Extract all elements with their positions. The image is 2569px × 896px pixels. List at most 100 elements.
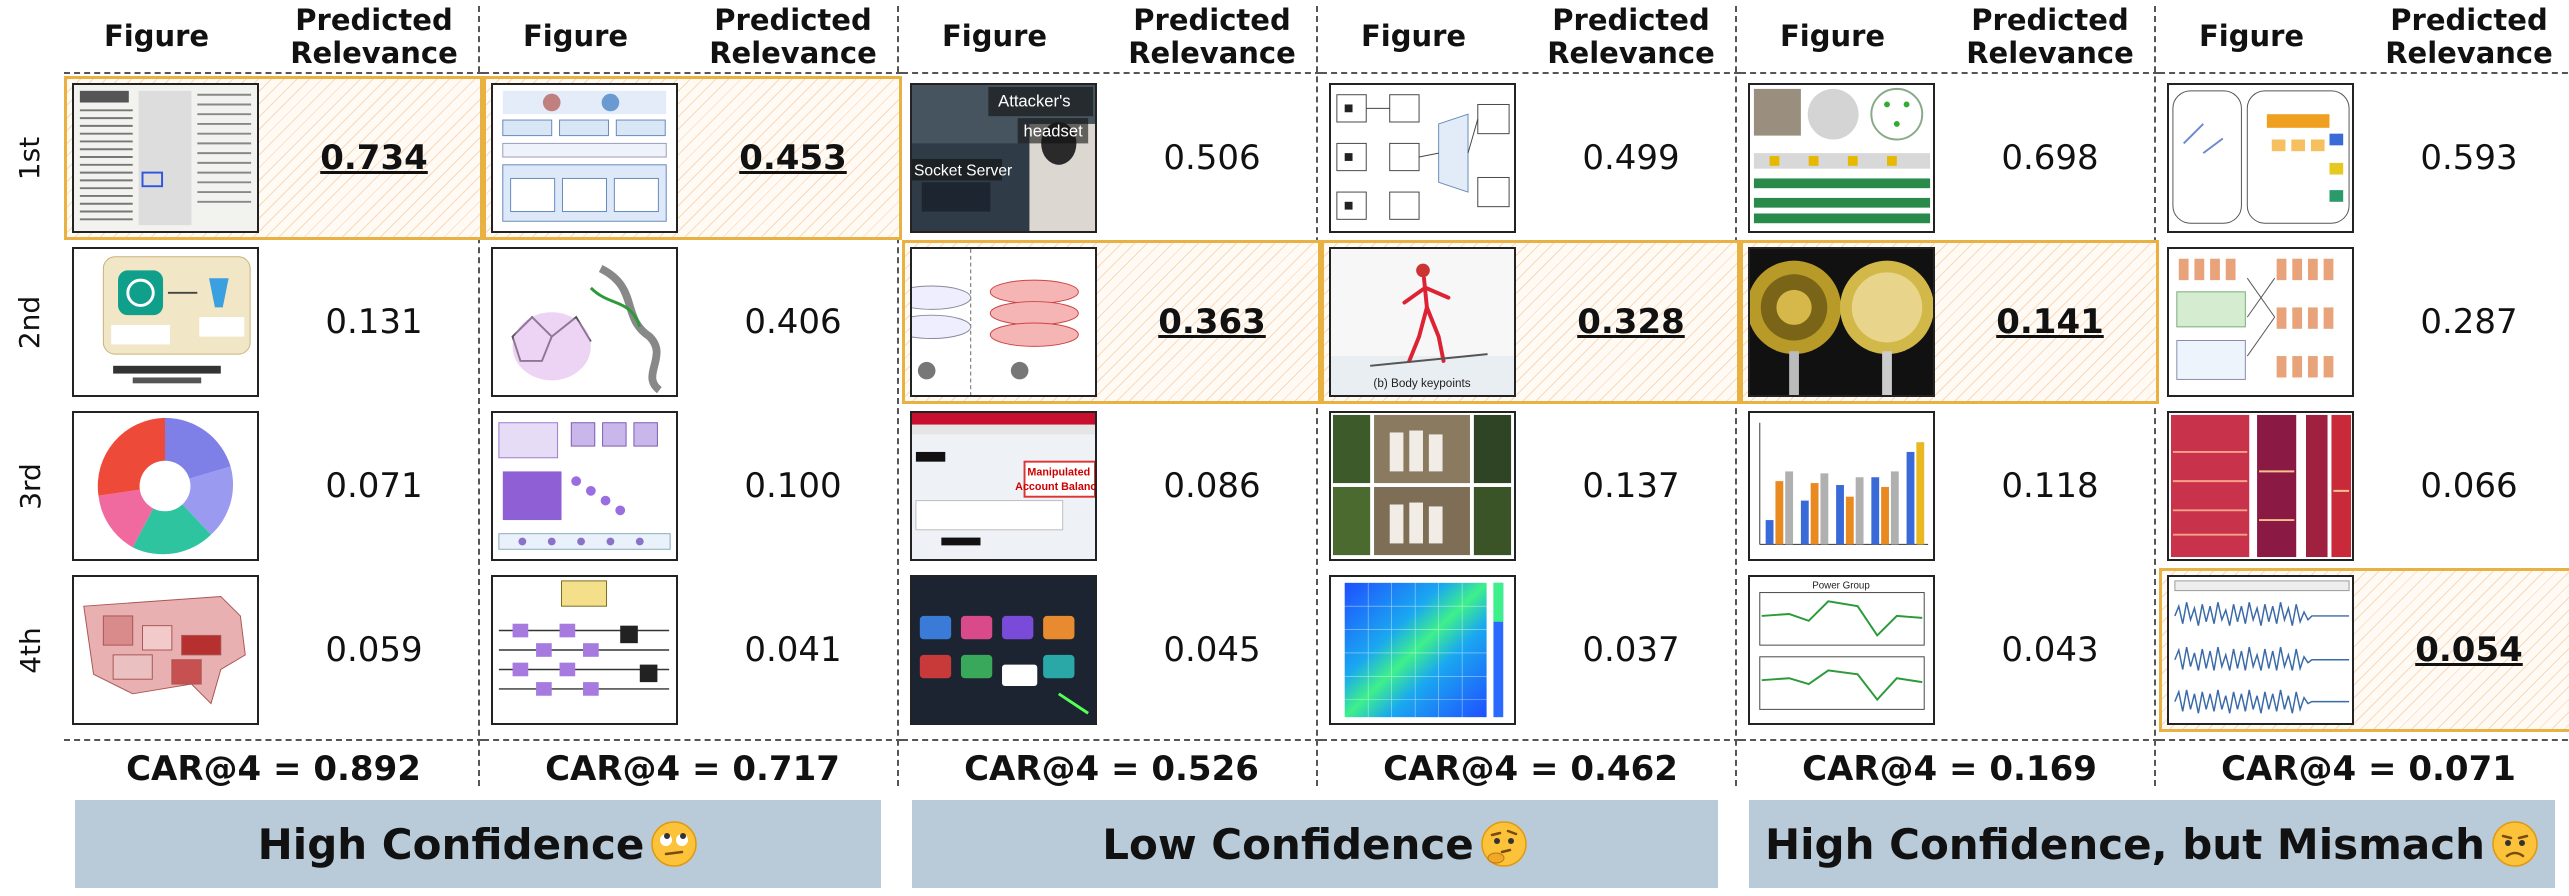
banner-label: High Confidence, but Mismach — [1764, 819, 2485, 869]
thumb-skier-keypoints: (b) Body keypoints — [1329, 247, 1516, 397]
banner-label: High Confidence — [257, 819, 645, 869]
car-score: CAR@4 = 0.526 — [964, 749, 1259, 789]
relevance-score: 0.698 — [2001, 138, 2099, 178]
relevance-score: 0.137 — [1582, 466, 1680, 506]
relevance-score: 0.043 — [2001, 630, 2099, 670]
panel-3: Figure Predicted Relevance Attacker's he… — [902, 0, 1321, 790]
relevance-score: 0.131 — [325, 302, 423, 342]
figure-header: Figure — [522, 19, 629, 53]
thumb-device-photos — [1748, 83, 1935, 233]
figure-header: Figure — [103, 19, 210, 53]
car-score: CAR@4 = 0.462 — [1383, 749, 1678, 789]
footer-rule — [902, 739, 1321, 741]
header-rule — [2159, 72, 2569, 74]
thumb-bar-chart — [1748, 411, 1935, 561]
figure-header: Figure — [1360, 19, 1467, 53]
footer-rule — [1321, 739, 1740, 741]
header-rule — [902, 72, 1321, 74]
panel-5: Figure Predicted Relevance 0.698 0.141 — [1740, 0, 2159, 790]
thumb-tv-menu — [910, 575, 1097, 725]
banner-low-confidence: Low Confidence — [912, 800, 1718, 888]
thumb-label: (b) Body keypoints — [1373, 377, 1470, 390]
thumb-vr-photo: Attacker's headset Socket Server — [910, 83, 1097, 233]
thumb-grid-architecture — [2167, 247, 2354, 397]
rank-label-1st: 1st — [13, 136, 47, 180]
thumb-vr-layers — [910, 247, 1097, 397]
header-rule — [64, 72, 483, 74]
relevance-score: 0.037 — [1582, 630, 1680, 670]
banner-high-confidence: High Confidence — [75, 800, 881, 888]
relevance-header: Predicted Relevance — [709, 3, 877, 70]
header-rule — [1740, 72, 2159, 74]
car-score: CAR@4 = 0.071 — [2221, 749, 2516, 789]
relevance-score: 0.141 — [1996, 302, 2104, 342]
panel-6: Figure Predicted Relevance 0.593 — [2159, 0, 2569, 790]
banner-label: Low Confidence — [1102, 819, 1474, 869]
footer-rule — [483, 739, 902, 741]
relevance-score: 0.054 — [2415, 630, 2523, 670]
column-divider — [478, 6, 480, 786]
header-rule — [1321, 72, 1740, 74]
relevance-score: 0.118 — [2001, 466, 2099, 506]
relevance-header: Predicted Relevance — [1966, 3, 2134, 70]
thumb-label: headset — [1024, 122, 1084, 141]
rank-label-3rd: 3rd — [13, 462, 47, 510]
confused-emoji-icon — [2492, 821, 2538, 867]
relevance-score: 0.453 — [739, 138, 847, 178]
relevance-score: 0.071 — [325, 466, 423, 506]
relevance-score: 0.066 — [2420, 466, 2518, 506]
relevance-score: 0.593 — [2420, 138, 2518, 178]
thumb-sunburst — [72, 411, 259, 561]
thumb-label: Manipulated — [1027, 466, 1090, 478]
relevance-score: 0.499 — [1582, 138, 1680, 178]
relevance-header: Predicted Relevance — [290, 3, 458, 70]
panel-1: Figure Predicted Relevance 0.734 — [64, 0, 483, 790]
rank-label-2nd: 2nd — [13, 295, 47, 349]
thumb-bank-webpage: Manipulated Account Balance — [910, 411, 1097, 561]
figure-header: Figure — [1779, 19, 1886, 53]
rank-label-4th: 4th — [13, 626, 47, 674]
relevance-score: 0.734 — [320, 138, 428, 178]
panel-4: Figure Predicted Relevance 0.499 — [1321, 0, 1740, 790]
relevance-score: 0.506 — [1163, 138, 1261, 178]
relevance-score: 0.363 — [1158, 302, 1266, 342]
thumb-line-plots: Power Group — [1748, 575, 1935, 725]
thumb-waveforms — [2167, 575, 2354, 725]
relevance-score: 0.059 — [325, 630, 423, 670]
car-score: CAR@4 = 0.892 — [126, 749, 421, 789]
relevance-score: 0.328 — [1577, 302, 1685, 342]
relevance-header: Predicted Relevance — [1547, 3, 1715, 70]
car-score: CAR@4 = 0.169 — [1802, 749, 2097, 789]
panel-2: Figure Predicted Relevance 0.453 0. — [483, 0, 902, 790]
relevance-score: 0.086 — [1163, 466, 1261, 506]
thumb-model-diagram — [491, 83, 678, 233]
rolling-eyes-emoji-icon — [651, 821, 698, 867]
thumb-us-map — [72, 575, 259, 725]
footer-rule — [64, 739, 483, 741]
relevance-score: 0.406 — [744, 302, 842, 342]
thumb-label: Account Balance — [1015, 481, 1095, 493]
thumb-label: Socket Server — [914, 163, 1012, 180]
banner-mismatch: High Confidence, but Mismach — [1749, 800, 2555, 888]
thumb-newspaper — [72, 83, 259, 233]
thinking-emoji-icon — [1481, 821, 1527, 867]
figure-header: Figure — [941, 19, 1048, 53]
relevance-header: Predicted Relevance — [1128, 3, 1296, 70]
header-rule — [483, 72, 902, 74]
car-score: CAR@4 = 0.717 — [545, 749, 840, 789]
figure-header: Figure — [2198, 19, 2305, 53]
thumb-network-diagram — [491, 411, 678, 561]
relevance-header: Predicted Relevance — [2385, 3, 2553, 70]
thumb-circular-sensor — [1748, 247, 1935, 397]
footer-rule — [1740, 739, 2159, 741]
thumb-quantum-circuit — [491, 575, 678, 725]
thumb-molecule — [491, 247, 678, 397]
thumb-block-diagram — [1329, 83, 1516, 233]
relevance-score: 0.045 — [1163, 630, 1261, 670]
thumb-label: Attacker's — [998, 91, 1070, 110]
relevance-score: 0.041 — [744, 630, 842, 670]
thumb-processing-diagram — [2167, 83, 2354, 233]
thumb-photo-grid — [1329, 411, 1516, 561]
column-divider — [897, 6, 899, 786]
thumb-signal-bands — [2167, 411, 2354, 561]
